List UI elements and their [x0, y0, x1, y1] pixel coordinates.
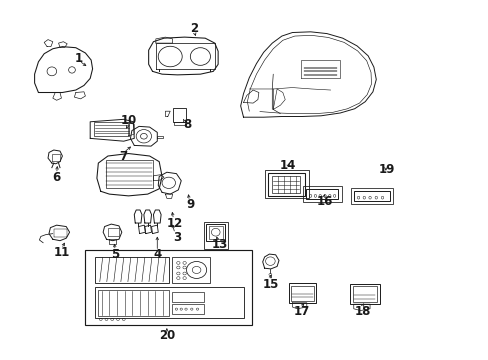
Text: 2: 2: [190, 22, 198, 35]
Bar: [95, 287, 243, 318]
Text: 5: 5: [111, 248, 119, 261]
Text: 15: 15: [262, 278, 279, 291]
Bar: [105, 159, 153, 188]
Bar: [303, 186, 342, 202]
Bar: [350, 188, 392, 204]
Bar: [208, 225, 223, 239]
Text: 13: 13: [211, 238, 227, 251]
Text: 18: 18: [354, 305, 371, 318]
Bar: [171, 292, 204, 302]
Bar: [291, 286, 313, 301]
Text: 7: 7: [120, 149, 127, 162]
Text: 17: 17: [293, 305, 309, 318]
Text: 9: 9: [186, 198, 195, 211]
Bar: [352, 286, 376, 302]
Text: 20: 20: [159, 329, 175, 342]
Bar: [353, 190, 389, 201]
Text: 6: 6: [52, 171, 61, 184]
Bar: [267, 173, 304, 196]
Bar: [264, 170, 308, 198]
Text: 11: 11: [53, 246, 69, 259]
Text: 14: 14: [279, 159, 295, 172]
Text: 1: 1: [75, 52, 83, 65]
Text: 10: 10: [120, 114, 136, 127]
Bar: [206, 224, 225, 241]
Bar: [85, 249, 252, 325]
Text: 19: 19: [378, 163, 395, 176]
Bar: [203, 222, 227, 249]
Bar: [171, 257, 209, 283]
Bar: [98, 291, 169, 316]
Bar: [172, 108, 185, 122]
Bar: [171, 304, 204, 314]
Bar: [93, 122, 129, 136]
Text: 12: 12: [166, 217, 183, 230]
Text: 8: 8: [183, 118, 191, 131]
Text: 3: 3: [173, 231, 181, 244]
Bar: [349, 284, 379, 304]
Bar: [95, 257, 169, 283]
Bar: [305, 189, 338, 199]
Text: 16: 16: [316, 195, 332, 208]
Text: 4: 4: [153, 248, 161, 261]
Bar: [288, 283, 316, 303]
Bar: [272, 176, 300, 193]
